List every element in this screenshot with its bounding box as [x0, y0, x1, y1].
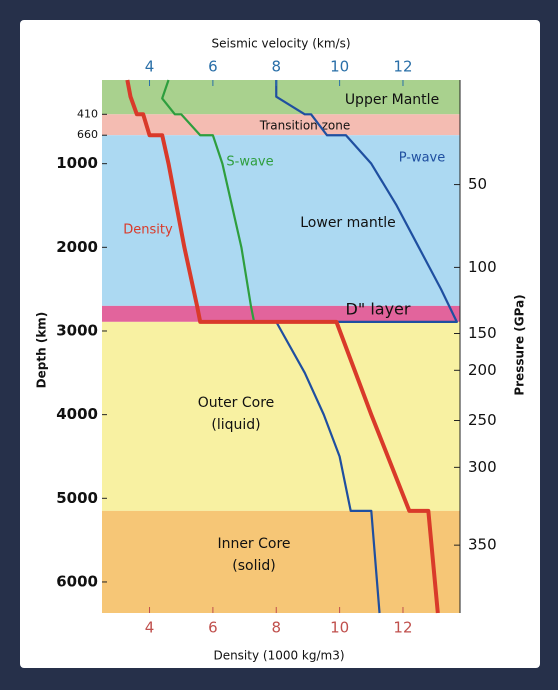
series-line	[125, 79, 440, 614]
layer-label: Lower mantle	[300, 215, 395, 231]
layer-band	[102, 321, 460, 511]
y-tick-label: 3000	[56, 321, 98, 339]
y2-tick-label: 200	[468, 361, 497, 379]
layer-label: Inner Core	[217, 536, 290, 552]
series-label: S-wave	[226, 155, 273, 170]
layer-label: Upper Mantle	[345, 92, 439, 108]
x-bottom-tick-label: 4	[145, 619, 155, 637]
layer-band	[102, 135, 460, 306]
x-top-tick-label: 10	[330, 58, 349, 76]
y-tick-label: 410	[77, 107, 98, 120]
layer-label: (solid)	[232, 558, 275, 574]
layer-label: D" layer	[346, 300, 411, 319]
x-top-tick-label: 6	[208, 58, 218, 76]
y-tick-label: 1000	[56, 154, 98, 172]
bottom-axis-title: Density (1000 kg/m3)	[213, 649, 344, 663]
layer-band	[102, 305, 460, 322]
y2-axis-title: Pressure (GPa)	[513, 294, 527, 395]
x-bottom-tick-label: 12	[393, 619, 412, 637]
y-axis-title: Depth (km)	[35, 312, 49, 389]
y2-tick-label: 100	[468, 258, 497, 276]
series-label: Density	[123, 223, 173, 238]
layer-label: Outer Core	[198, 395, 275, 411]
series-line	[161, 79, 256, 323]
layer-label: (liquid)	[211, 417, 260, 433]
y-tick-label: 660	[77, 128, 98, 141]
plot-area: Upper Mantle Transition zone Lower mantle D…	[102, 79, 461, 614]
series-line	[275, 80, 458, 614]
y2-tick-label: 300	[468, 458, 497, 476]
y-tick-label: 6000	[56, 572, 98, 590]
x-top-tick-label: 8	[271, 58, 281, 76]
x-top-tick-label: 12	[393, 58, 412, 76]
top-axis-title: Seismic velocity (km/s)	[211, 37, 350, 51]
y-tick-label: 5000	[56, 489, 98, 507]
x-bottom-tick-label: 6	[208, 619, 218, 637]
y-tick-label: 4000	[56, 405, 98, 423]
series-label: P-wave	[399, 151, 446, 166]
layer-band	[102, 510, 460, 613]
x-top-tick-label: 4	[145, 58, 155, 76]
layer-band	[102, 114, 460, 136]
layer-label: Transition zone	[259, 119, 350, 133]
x-bottom-tick-label: 8	[271, 619, 281, 637]
y2-tick-label: 250	[468, 411, 497, 429]
y2-tick-label: 150	[468, 324, 497, 342]
x-bottom-tick-label: 10	[330, 619, 349, 637]
y-tick-label: 2000	[56, 238, 98, 256]
y2-tick-label: 350	[468, 536, 497, 554]
y2-tick-label: 50	[468, 175, 487, 193]
